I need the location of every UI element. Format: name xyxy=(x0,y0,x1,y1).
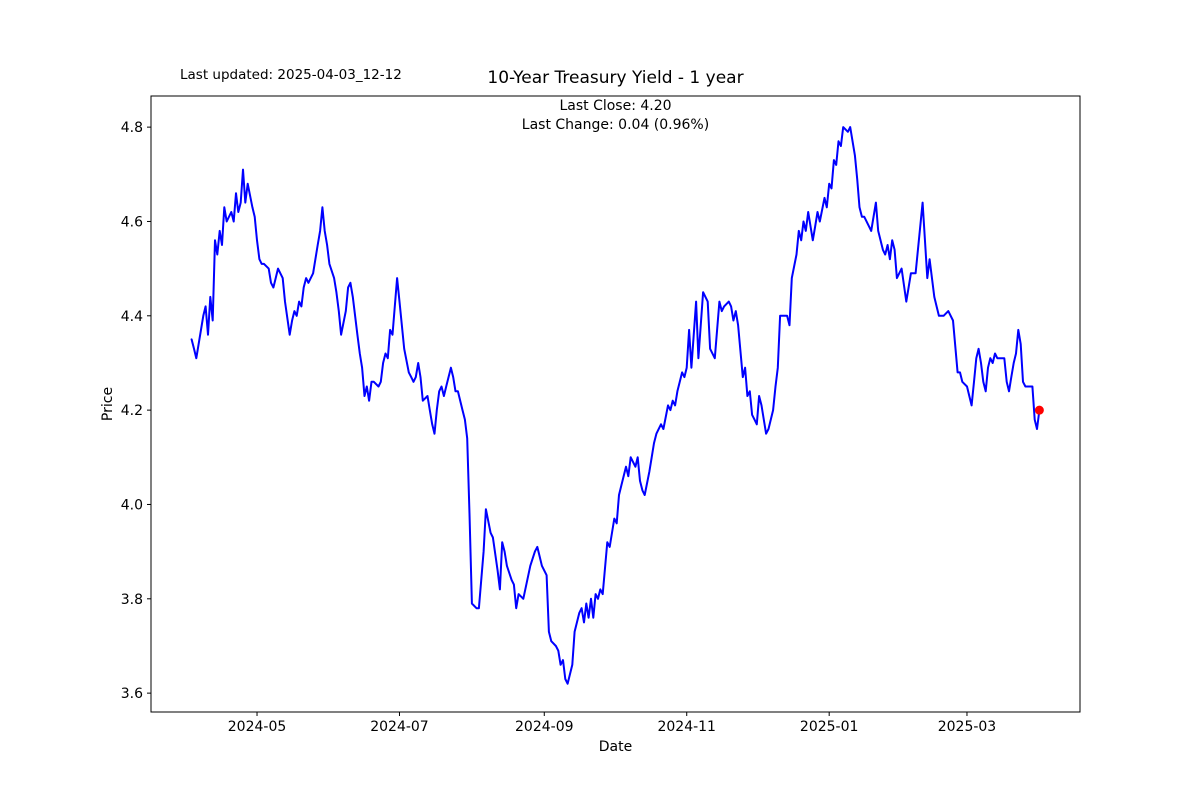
x-tick-label: 2024-07 xyxy=(370,719,429,735)
x-tick-label: 2024-05 xyxy=(228,719,287,735)
y-tick-label: 4.8 xyxy=(121,120,143,136)
x-tick-label: 2024-11 xyxy=(657,719,716,735)
y-tick-label: 3.6 xyxy=(121,686,143,702)
subtitle-last-change: Last Change: 0.04 (0.96%) xyxy=(521,116,710,133)
subtitle-last-close: Last Close: 4.20 xyxy=(559,98,672,114)
y-tick-label: 4.4 xyxy=(121,309,143,325)
y-tick-label: 4.0 xyxy=(121,497,143,513)
last-updated-text: Last updated: 2025-04-03_12-12 xyxy=(180,67,402,83)
price-line xyxy=(190,126,1041,685)
x-tick-label: 2024-09 xyxy=(515,719,574,735)
chart-title: 10-Year Treasury Yield - 1 year xyxy=(487,68,744,88)
last-close-marker xyxy=(1034,405,1044,415)
y-axis-label: Price xyxy=(100,387,116,421)
y-tick-label: 4.6 xyxy=(121,214,143,230)
plot-frame xyxy=(150,95,1081,713)
x-tick-label: 2025-01 xyxy=(800,719,859,735)
chart-subtitle: Last Close: 4.20 Last Change: 0.04 (0.96… xyxy=(151,97,1080,134)
x-axis-label: Date xyxy=(599,739,632,755)
y-tick-label: 3.8 xyxy=(121,592,143,608)
x-tick-label: 2025-03 xyxy=(938,719,997,735)
y-tick-label: 4.2 xyxy=(121,403,143,419)
